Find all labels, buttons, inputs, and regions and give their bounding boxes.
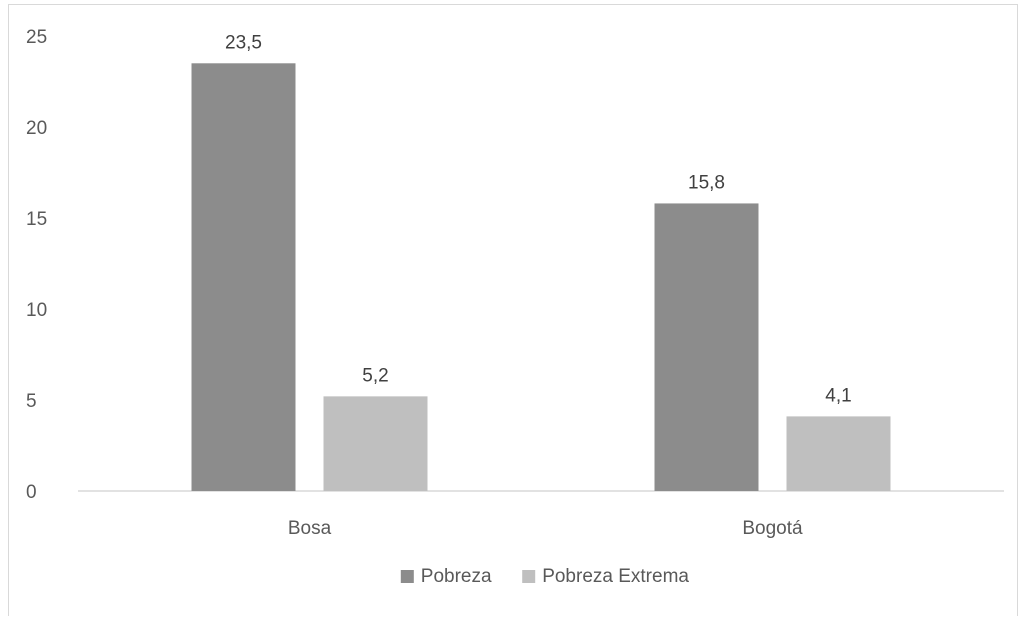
bar-pobreza-extrema — [786, 416, 891, 491]
legend-swatch — [400, 570, 414, 583]
x-tick-label: Bogotá — [742, 518, 803, 539]
y-tick-label: 10 — [26, 300, 47, 321]
x-tick-label: Bosa — [288, 518, 332, 539]
y-tick-label: 25 — [26, 27, 47, 48]
data-label: 15,8 — [688, 172, 725, 193]
legend-label: Pobreza — [421, 566, 492, 587]
y-tick-label: 15 — [26, 209, 47, 230]
bar-pobreza — [654, 203, 759, 491]
bar-pobreza — [191, 63, 296, 492]
legend-swatch — [522, 570, 536, 583]
data-label: 23,5 — [225, 32, 262, 53]
data-label: 5,2 — [362, 365, 388, 386]
y-tick-label: 0 — [26, 482, 37, 503]
y-tick-label: 20 — [26, 118, 47, 139]
data-label: 4,1 — [825, 385, 851, 406]
bar-pobreza-extrema — [323, 396, 428, 491]
chart-area — [8, 4, 1018, 616]
y-tick-label: 5 — [26, 391, 37, 412]
legend-label: Pobreza Extrema — [542, 566, 689, 587]
